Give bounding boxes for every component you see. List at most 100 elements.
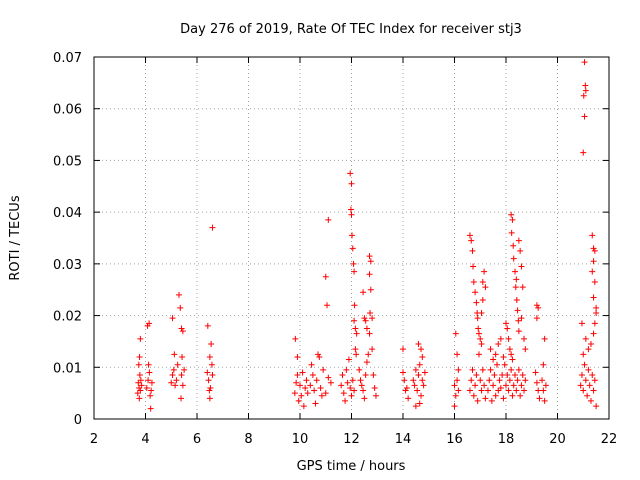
data-point <box>178 372 185 379</box>
data-point <box>495 387 502 394</box>
x-tick-label: 12 <box>343 432 360 447</box>
data-point <box>591 247 598 254</box>
data-point <box>501 361 508 368</box>
data-point <box>367 286 374 293</box>
data-point <box>455 366 462 373</box>
data-point <box>492 392 499 399</box>
x-axis-label: GPS time / hours <box>297 459 406 474</box>
data-point <box>508 211 515 218</box>
data-point <box>514 377 521 384</box>
data-point <box>366 330 373 337</box>
data-point <box>479 366 486 373</box>
data-point <box>418 346 425 353</box>
data-point <box>510 382 517 389</box>
data-point <box>509 216 516 223</box>
data-point <box>366 253 373 260</box>
data-point <box>454 377 461 384</box>
data-point <box>509 356 516 363</box>
data-point <box>541 397 548 404</box>
data-point <box>414 387 421 394</box>
data-point <box>348 392 355 399</box>
data-point <box>504 372 511 379</box>
data-point <box>580 92 587 99</box>
data-point <box>503 382 509 389</box>
data-point <box>500 395 507 402</box>
data-point <box>349 232 356 239</box>
data-point <box>344 379 351 386</box>
data-point <box>484 387 491 394</box>
data-point <box>325 374 332 381</box>
data-point <box>209 224 216 231</box>
data-point <box>536 395 543 402</box>
data-point <box>503 320 509 327</box>
data-point <box>593 403 600 410</box>
data-point <box>590 245 597 252</box>
data-point <box>412 366 419 373</box>
data-point <box>135 379 142 386</box>
data-point <box>582 87 589 94</box>
data-point <box>313 377 320 384</box>
data-point <box>580 351 587 358</box>
data-point <box>519 284 526 291</box>
data-point <box>482 395 489 402</box>
data-point <box>506 346 513 353</box>
data-point <box>361 315 368 322</box>
data-point <box>478 387 485 394</box>
data-point <box>362 372 369 379</box>
data-point <box>451 382 458 389</box>
data-point <box>345 356 352 363</box>
data-point <box>504 325 511 332</box>
data-point <box>137 377 144 384</box>
data-point <box>472 289 479 296</box>
data-point <box>519 372 526 379</box>
data-point <box>589 372 596 379</box>
data-point <box>340 390 347 397</box>
data-point <box>299 369 306 376</box>
data-point <box>169 315 176 322</box>
data-point <box>347 170 354 177</box>
data-point <box>593 309 600 316</box>
data-point <box>358 382 365 389</box>
data-point <box>582 82 589 89</box>
data-point <box>451 403 458 410</box>
data-point <box>322 273 329 280</box>
data-point <box>479 278 486 285</box>
data-point <box>351 317 358 324</box>
data-point <box>137 335 144 342</box>
data-point <box>412 403 419 410</box>
data-point <box>492 351 499 358</box>
data-point <box>472 382 479 389</box>
data-point <box>497 384 504 391</box>
data-point <box>405 395 412 402</box>
data-point <box>513 297 520 304</box>
data-point <box>533 315 540 322</box>
data-point <box>470 278 477 285</box>
data-point <box>350 260 357 267</box>
data-point <box>136 372 143 379</box>
data-point <box>315 351 322 358</box>
data-point <box>372 392 379 399</box>
data-point <box>468 237 475 244</box>
data-point <box>582 335 589 342</box>
data-point <box>587 341 594 348</box>
data-point <box>145 377 152 384</box>
data-point <box>512 268 519 275</box>
data-point <box>309 372 316 379</box>
data-point <box>468 377 475 384</box>
x-tick-label: 14 <box>395 432 412 447</box>
data-point <box>209 372 216 379</box>
data-point <box>584 392 591 399</box>
data-point <box>455 387 462 394</box>
data-point <box>493 361 500 368</box>
data-point <box>351 302 358 309</box>
data-point <box>535 304 542 311</box>
data-point <box>136 353 143 360</box>
data-point <box>488 397 495 404</box>
data-point <box>473 299 480 306</box>
data-point <box>324 302 331 309</box>
data-point <box>593 304 600 311</box>
data-point <box>370 372 377 379</box>
data-point <box>170 366 177 373</box>
data-point <box>499 372 506 379</box>
data-point <box>360 387 367 394</box>
